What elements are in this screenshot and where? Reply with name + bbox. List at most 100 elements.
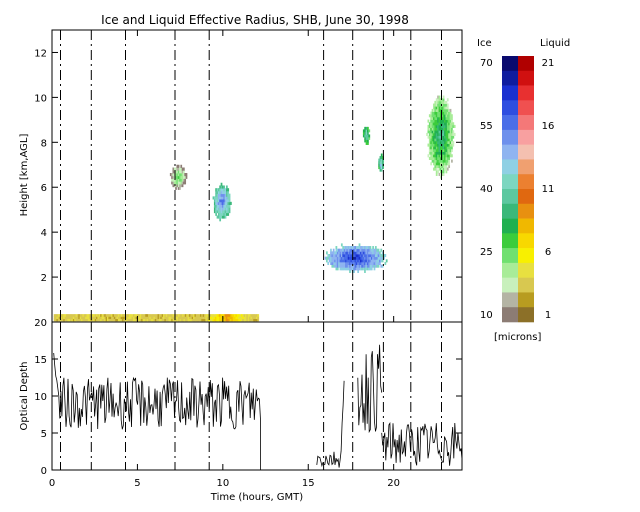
- heatmap-cell: [219, 196, 222, 200]
- heatmap-cell: [353, 267, 355, 271]
- heatmap-cell: [219, 210, 222, 214]
- heatmap-cell: [126, 318, 128, 322]
- heatmap-cell: [444, 124, 446, 128]
- heatmap-cell: [442, 127, 445, 131]
- heatmap-cell: [128, 316, 131, 320]
- heatmap-cell: [446, 140, 449, 144]
- heatmap-cell: [449, 140, 452, 144]
- heatmap-cell: [89, 318, 92, 322]
- heatmap-cell: [172, 173, 175, 177]
- heatmap-cell: [361, 259, 364, 263]
- heatmap-cell: [373, 267, 376, 271]
- heatmap-cell: [430, 111, 433, 115]
- heatmap-cell: [452, 130, 455, 134]
- heatmap-cell: [177, 170, 180, 174]
- heatmap-cell: [451, 159, 453, 163]
- heatmap-cell: [178, 316, 180, 320]
- heatmap-cell: [441, 159, 444, 163]
- heatmap-cell: [347, 248, 350, 252]
- heatmap-cell: [445, 106, 448, 110]
- heatmap-cell: [343, 254, 346, 258]
- heatmap-cell: [357, 267, 360, 271]
- heatmap-cell: [357, 254, 360, 258]
- heatmap-cell: [175, 178, 177, 182]
- heatmap-cell: [242, 316, 245, 320]
- colorbar-liquid-swatch: [518, 248, 534, 264]
- height-tick-label: 4: [41, 228, 47, 239]
- heatmap-cell: [220, 215, 223, 219]
- heatmap-cell: [353, 251, 355, 255]
- heatmap-cell: [439, 127, 442, 131]
- heatmap-cell: [216, 196, 219, 200]
- heatmap-cell: [255, 318, 258, 322]
- heatmap-cell: [163, 316, 165, 320]
- heatmap-cell: [89, 316, 92, 320]
- heatmap-cell: [56, 316, 59, 320]
- heatmap-cell: [79, 314, 82, 317]
- heatmap-cell: [234, 316, 236, 320]
- heatmap-cell: [219, 185, 222, 189]
- heatmap-cell: [355, 264, 358, 268]
- heatmap-cell: [437, 114, 439, 118]
- heatmap-cell: [343, 248, 346, 252]
- heatmap-cell: [441, 151, 444, 155]
- heatmap-cell: [343, 256, 346, 260]
- heatmap-cell: [213, 204, 216, 208]
- heatmap-cell: [120, 316, 123, 320]
- heatmap-cell: [439, 164, 442, 168]
- heatmap-cell: [111, 318, 113, 322]
- heatmap-cell: [446, 124, 449, 128]
- heatmap-cell: [370, 267, 373, 271]
- heatmap-cell: [334, 254, 336, 258]
- heatmap-cell: [224, 196, 227, 200]
- heatmap-cell: [108, 316, 111, 320]
- heatmap-cell: [201, 314, 204, 317]
- heatmap-cell: [74, 316, 76, 320]
- heatmap-cell: [180, 170, 183, 174]
- heatmap-cell: [180, 178, 183, 182]
- heatmap-cell: [253, 316, 256, 320]
- heatmap-cell: [221, 204, 224, 208]
- heatmap-cell: [239, 316, 242, 320]
- heatmap-cell: [433, 122, 435, 126]
- heatmap-cell: [235, 316, 238, 320]
- heatmap-cell: [247, 314, 250, 317]
- heatmap-cell: [215, 196, 218, 200]
- heatmap-cell: [434, 111, 437, 115]
- heatmap-cell: [201, 318, 204, 322]
- heatmap-cell: [78, 318, 81, 322]
- heatmap-cell: [215, 212, 218, 216]
- heatmap-cell: [220, 185, 223, 189]
- heatmap-cell: [449, 135, 452, 139]
- heatmap-cell: [64, 316, 67, 320]
- heatmap-cell: [451, 132, 453, 136]
- heatmap-cell: [331, 256, 334, 260]
- heatmap-cell: [342, 254, 345, 258]
- heatmap-cell: [446, 98, 449, 102]
- heatmap-cell: [232, 314, 235, 317]
- heatmap-cell: [427, 130, 430, 134]
- heatmap-cell: [63, 316, 66, 320]
- heatmap-cell: [86, 316, 89, 320]
- heatmap-cell: [149, 316, 152, 320]
- heatmap-cell: [380, 161, 383, 165]
- heatmap-cell: [251, 316, 254, 320]
- heatmap-cell: [346, 251, 349, 255]
- heatmap-cell: [215, 210, 218, 214]
- heatmap-cell: [202, 316, 205, 320]
- optical-depth-axis-label: Optical Depth: [19, 362, 30, 431]
- heatmap-cell: [365, 256, 368, 260]
- heatmap-cell: [369, 267, 372, 271]
- heatmap-cell: [365, 142, 368, 145]
- heatmap-cell: [430, 127, 433, 131]
- heatmap-cell: [380, 163, 383, 167]
- heatmap-cell: [235, 318, 238, 322]
- heatmap-cell: [434, 162, 437, 166]
- heatmap-cell: [113, 316, 116, 320]
- heatmap-cell: [339, 259, 342, 263]
- heatmap-cell: [338, 256, 340, 260]
- heatmap-cell: [184, 181, 187, 185]
